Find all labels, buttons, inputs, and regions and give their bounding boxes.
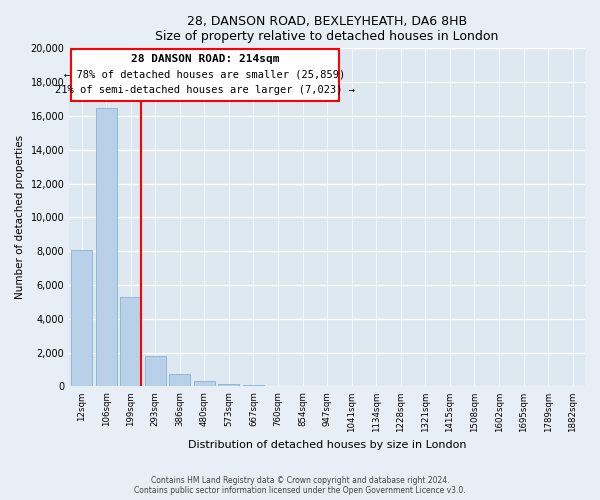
Bar [120,297,141,386]
Bar [218,384,239,386]
Bar [71,250,92,386]
Text: Contains HM Land Registry data © Crown copyright and database right 2024.
Contai: Contains HM Land Registry data © Crown c… [134,476,466,495]
Bar [169,374,190,386]
X-axis label: Distribution of detached houses by size in London: Distribution of detached houses by size … [188,440,466,450]
Text: ← 78% of detached houses are smaller (25,859): ← 78% of detached houses are smaller (25… [64,70,346,80]
Text: 21% of semi-detached houses are larger (7,023) →: 21% of semi-detached houses are larger (… [55,86,355,96]
Title: 28, DANSON ROAD, BEXLEYHEATH, DA6 8HB
Size of property relative to detached hous: 28, DANSON ROAD, BEXLEYHEATH, DA6 8HB Si… [155,15,499,43]
Bar [145,356,166,386]
Text: 28 DANSON ROAD: 214sqm: 28 DANSON ROAD: 214sqm [131,54,279,64]
Y-axis label: Number of detached properties: Number of detached properties [15,136,25,300]
Bar [243,384,264,386]
Bar [194,382,215,386]
Bar [95,108,116,386]
FancyBboxPatch shape [71,49,340,100]
